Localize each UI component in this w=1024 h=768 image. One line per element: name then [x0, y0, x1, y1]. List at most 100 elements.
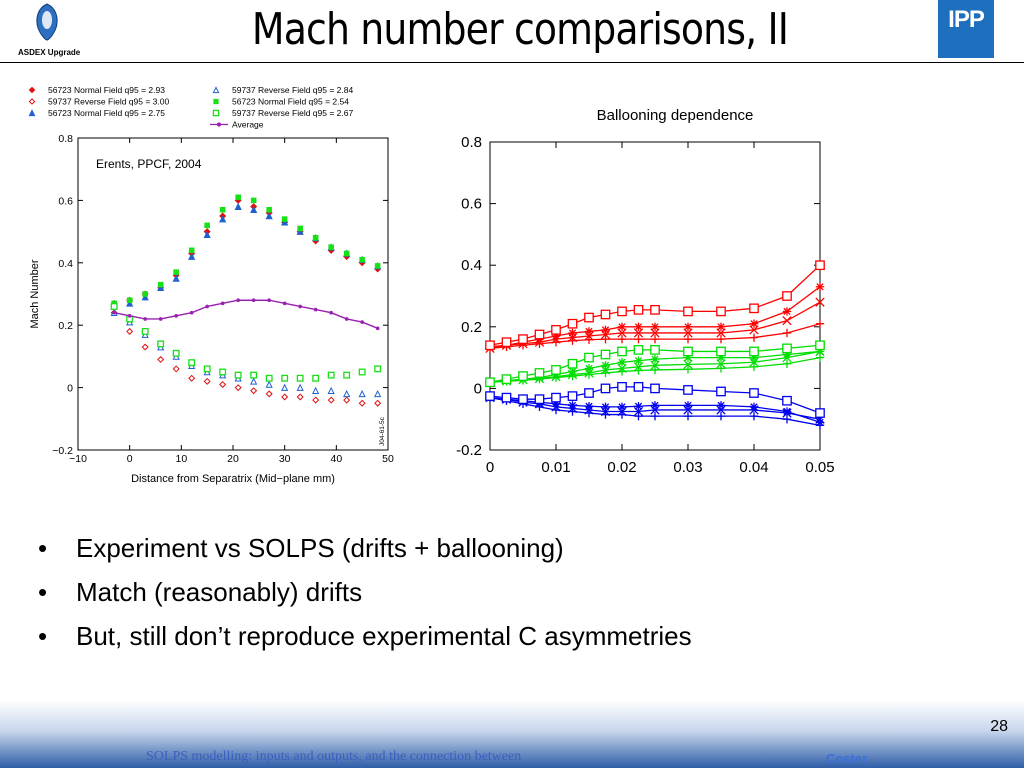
data-point-pt	[205, 304, 209, 309]
data-point-b	[568, 401, 577, 409]
data-point	[782, 291, 792, 301]
data-point-sq	[343, 250, 350, 257]
page-title: Mach number comparisons, II	[251, 4, 789, 55]
data-point	[142, 291, 148, 297]
data-point-b	[684, 401, 692, 409]
data-point-sq	[173, 269, 179, 275]
data-point-tr	[250, 205, 258, 214]
data-point	[360, 320, 364, 324]
data-point-pt	[329, 310, 333, 315]
data-point-sq	[172, 349, 180, 357]
y-tick-label: 0.4	[58, 258, 73, 270]
data-point-b	[600, 406, 611, 417]
legend-marker-dm	[28, 98, 36, 105]
series-line	[489, 286, 821, 348]
data-point-b	[617, 406, 627, 417]
data-point	[683, 359, 693, 370]
data-point	[650, 334, 660, 344]
x-tick-label: −10	[69, 453, 87, 465]
data-point	[650, 305, 660, 315]
data-point	[312, 235, 319, 241]
data-point-b	[618, 358, 626, 366]
legend-entry: 59737 Reverse Field q95 = 2.67	[212, 108, 353, 118]
data-point-sq	[219, 206, 226, 213]
data-point	[236, 298, 240, 303]
data-point-sq	[312, 374, 320, 382]
data-point	[203, 230, 211, 239]
data-point-sq	[250, 371, 258, 379]
data-point	[141, 327, 149, 335]
data-point-pt	[127, 314, 132, 318]
data-point	[219, 368, 227, 376]
data-point	[617, 346, 627, 357]
data-point-sq	[327, 371, 335, 379]
data-point	[650, 405, 660, 415]
data-point	[782, 328, 792, 338]
data-point-pt	[112, 310, 116, 315]
data-point	[683, 411, 693, 421]
legend-marker	[216, 122, 222, 127]
data-point-tr	[265, 380, 273, 388]
legend-entry: Average	[210, 120, 264, 130]
data-point-sq	[749, 388, 759, 398]
data-point	[683, 365, 693, 374]
data-point-b	[782, 315, 792, 326]
data-point-tr	[374, 389, 382, 398]
data-point-sq	[551, 392, 561, 403]
data-point-dm	[265, 390, 273, 398]
data-point-pt	[251, 298, 256, 303]
data-point-sq	[617, 346, 627, 357]
y-tick-label: 0.8	[58, 133, 73, 145]
data-point-pt	[282, 301, 287, 306]
data-point	[189, 310, 194, 315]
data-point	[567, 332, 578, 343]
data-point	[567, 318, 578, 329]
data-point	[296, 227, 304, 235]
data-point-sq	[633, 345, 644, 355]
data-point-sq	[358, 368, 366, 376]
data-point-b	[568, 367, 577, 376]
data-point	[584, 331, 594, 341]
data-point	[617, 322, 627, 331]
x-tick-label: 0.03	[673, 459, 702, 476]
y-tick-label: 0.8	[461, 134, 482, 151]
data-point-b	[683, 405, 693, 415]
data-point	[683, 401, 693, 410]
data-point	[683, 385, 693, 395]
series-line	[489, 323, 821, 350]
legend-marker	[212, 86, 220, 94]
data-point-tr	[172, 274, 180, 282]
data-point	[518, 334, 528, 344]
data-point	[359, 256, 365, 263]
legend-marker	[28, 109, 36, 117]
chart-title: Ballooning dependence	[597, 107, 754, 124]
data-point	[567, 391, 578, 401]
footer-title: SOLPS modelling: inputs and outputs, and…	[146, 749, 522, 764]
data-point	[600, 329, 611, 340]
data-point-b	[601, 361, 610, 369]
legend-marker	[213, 98, 219, 105]
data-point	[683, 322, 693, 331]
x-tick-label: 0	[127, 453, 133, 465]
data-point-b	[601, 326, 610, 334]
data-point	[251, 298, 256, 303]
data-point-b	[717, 401, 725, 409]
data-point	[716, 401, 726, 410]
data-point	[683, 306, 693, 317]
data-point	[188, 374, 196, 382]
data-point	[749, 319, 759, 328]
y-tick-label: 0.2	[461, 319, 482, 336]
data-point-sq	[518, 371, 528, 381]
data-point	[716, 364, 726, 373]
x-tick-label: 30	[279, 453, 291, 465]
data-point-sq	[374, 263, 381, 269]
data-point-sq	[235, 194, 241, 201]
data-point-tr	[296, 227, 304, 235]
data-point-sq	[518, 334, 528, 344]
data-point	[143, 317, 147, 321]
series-line	[489, 344, 821, 383]
x-tick-label: 0.04	[739, 459, 768, 476]
data-point	[749, 411, 759, 421]
data-point-sq	[312, 235, 319, 241]
data-point-b	[601, 403, 610, 411]
